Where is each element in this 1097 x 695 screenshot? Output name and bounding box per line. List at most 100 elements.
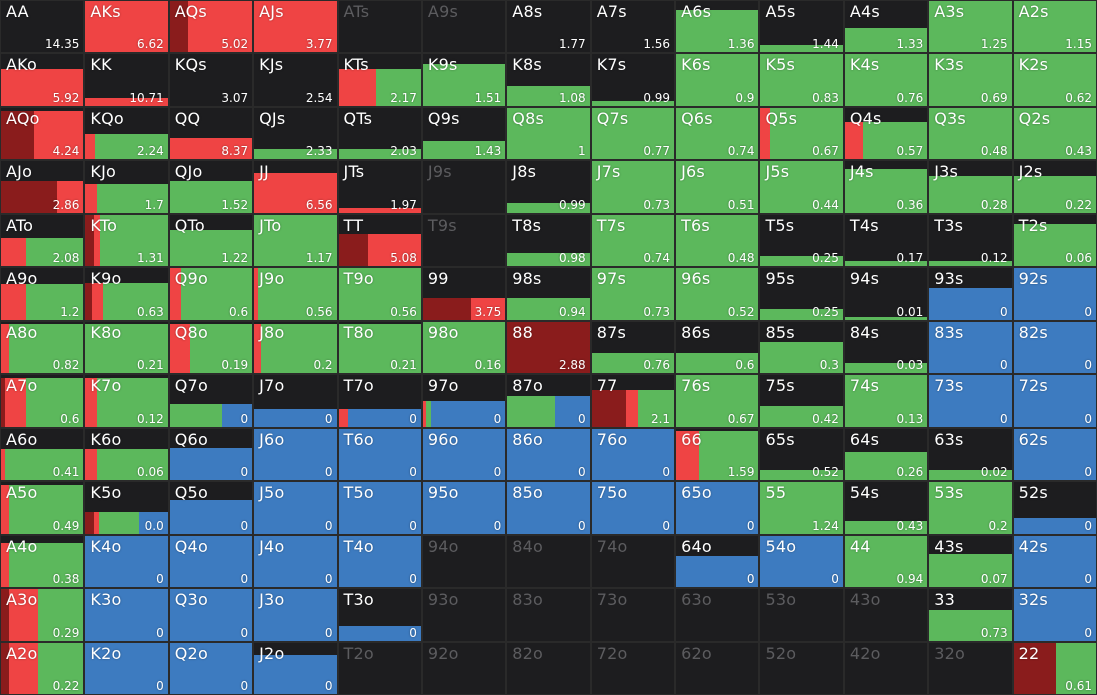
hand-cell[interactable]: J4o 0 bbox=[254, 535, 337, 588]
hand-cell[interactable]: AJs 3.77 bbox=[254, 1, 337, 53]
hand-cell[interactable]: 97o 0 bbox=[422, 375, 506, 427]
hand-cell[interactable]: AA 14.35 bbox=[1, 1, 84, 53]
hand-cell[interactable]: 85o 0 bbox=[507, 482, 590, 534]
hand-cell[interactable]: 62o bbox=[676, 642, 759, 694]
hand-cell[interactable]: AJo 2.86 bbox=[1, 161, 84, 213]
hand-cell[interactable]: A9s bbox=[422, 1, 506, 53]
hand-cell[interactable]: T6o 0 bbox=[338, 428, 421, 481]
hand-cell[interactable]: JTo 1.17 bbox=[254, 214, 337, 267]
hand-cell[interactable]: A7o 0.6 bbox=[1, 375, 84, 427]
hand-cell[interactable]: A8s 1.77 bbox=[507, 1, 590, 53]
hand-cell[interactable]: 92s 0 bbox=[1013, 268, 1096, 320]
hand-cell[interactable]: T7o 0 bbox=[338, 375, 421, 427]
hand-cell[interactable]: 44 0.94 bbox=[844, 535, 928, 588]
hand-cell[interactable]: 85s 0.3 bbox=[760, 321, 843, 374]
hand-cell[interactable]: KQs 3.07 bbox=[169, 54, 253, 106]
hand-cell[interactable]: T8o 0.21 bbox=[338, 321, 421, 374]
hand-cell[interactable]: Q7o 0 bbox=[169, 375, 253, 427]
hand-cell[interactable]: T9s bbox=[422, 214, 506, 267]
hand-cell[interactable]: K9o 0.63 bbox=[85, 268, 168, 320]
hand-cell[interactable]: 54o 0 bbox=[760, 535, 843, 588]
hand-cell[interactable]: J2s 0.22 bbox=[1013, 161, 1096, 213]
hand-cell[interactable]: Q6s 0.74 bbox=[676, 107, 759, 160]
hand-cell[interactable]: Q5s 0.67 bbox=[760, 107, 843, 160]
hand-cell[interactable]: A4o 0.38 bbox=[1, 535, 84, 588]
hand-cell[interactable]: KTs 2.17 bbox=[338, 54, 421, 106]
hand-cell[interactable]: 86s 0.6 bbox=[676, 321, 759, 374]
hand-cell[interactable]: K7s 0.99 bbox=[591, 54, 675, 106]
hand-cell[interactable]: 33 0.73 bbox=[929, 589, 1012, 641]
hand-cell[interactable]: 22 0.61 bbox=[1013, 642, 1096, 694]
hand-cell[interactable]: 62s 0 bbox=[1013, 428, 1096, 481]
hand-cell[interactable]: 94o bbox=[422, 535, 506, 588]
hand-cell[interactable]: AKs 6.62 bbox=[85, 1, 168, 53]
hand-cell[interactable]: 66 1.59 bbox=[676, 428, 759, 481]
hand-cell[interactable]: Q2s 0.43 bbox=[1013, 107, 1096, 160]
hand-cell[interactable]: A3s 1.25 bbox=[929, 1, 1012, 53]
hand-cell[interactable]: 64o 0 bbox=[676, 535, 759, 588]
hand-cell[interactable]: QQ 8.37 bbox=[169, 107, 253, 160]
hand-cell[interactable]: K2s 0.62 bbox=[1013, 54, 1096, 106]
hand-cell[interactable]: K2o 0 bbox=[85, 642, 168, 694]
hand-cell[interactable]: 93s 0 bbox=[929, 268, 1012, 320]
hand-cell[interactable]: T4s 0.17 bbox=[844, 214, 928, 267]
hand-cell[interactable]: J8s 0.99 bbox=[507, 161, 590, 213]
hand-cell[interactable]: 76o 0 bbox=[591, 428, 675, 481]
hand-cell[interactable]: KTo 1.31 bbox=[85, 214, 168, 267]
hand-cell[interactable]: Q4o 0 bbox=[169, 535, 253, 588]
hand-cell[interactable]: K7o 0.12 bbox=[85, 375, 168, 427]
hand-cell[interactable]: Q5o 0 bbox=[169, 482, 253, 534]
hand-cell[interactable]: 84o bbox=[507, 535, 590, 588]
hand-cell[interactable]: KJs 2.54 bbox=[254, 54, 337, 106]
hand-cell[interactable]: 93o bbox=[422, 589, 506, 641]
hand-cell[interactable]: 73s 0 bbox=[929, 375, 1012, 427]
hand-cell[interactable]: 54s 0.43 bbox=[844, 482, 928, 534]
hand-cell[interactable]: 98s 0.94 bbox=[507, 268, 590, 320]
hand-cell[interactable]: QTs 2.03 bbox=[338, 107, 421, 160]
hand-cell[interactable]: 82s 0 bbox=[1013, 321, 1096, 374]
hand-cell[interactable]: T5o 0 bbox=[338, 482, 421, 534]
hand-cell[interactable]: J5o 0 bbox=[254, 482, 337, 534]
hand-cell[interactable]: J6o 0 bbox=[254, 428, 337, 481]
hand-cell[interactable]: 32o bbox=[929, 642, 1012, 694]
hand-cell[interactable]: J3o 0 bbox=[254, 589, 337, 641]
hand-cell[interactable]: 94s 0.01 bbox=[844, 268, 928, 320]
hand-cell[interactable]: J9s bbox=[422, 161, 506, 213]
hand-cell[interactable]: 83o bbox=[507, 589, 590, 641]
hand-cell[interactable]: 53o bbox=[760, 589, 843, 641]
hand-cell[interactable]: 42o bbox=[844, 642, 928, 694]
hand-cell[interactable]: K6s 0.9 bbox=[676, 54, 759, 106]
hand-cell[interactable]: 75o 0 bbox=[591, 482, 675, 534]
hand-cell[interactable]: 65o 0 bbox=[676, 482, 759, 534]
hand-cell[interactable]: T8s 0.98 bbox=[507, 214, 590, 267]
hand-cell[interactable]: JJ 6.56 bbox=[254, 161, 337, 213]
hand-cell[interactable]: 99 3.75 bbox=[422, 268, 506, 320]
hand-cell[interactable]: JTs 1.97 bbox=[338, 161, 421, 213]
hand-cell[interactable]: J8o 0.2 bbox=[254, 321, 337, 374]
hand-cell[interactable]: T4o 0 bbox=[338, 535, 421, 588]
hand-cell[interactable]: 72s 0 bbox=[1013, 375, 1096, 427]
hand-cell[interactable]: 74s 0.13 bbox=[844, 375, 928, 427]
hand-cell[interactable]: 76s 0.67 bbox=[676, 375, 759, 427]
hand-cell[interactable]: K4s 0.76 bbox=[844, 54, 928, 106]
hand-cell[interactable]: 52s 0 bbox=[1013, 482, 1096, 534]
hand-cell[interactable]: QTo 1.22 bbox=[169, 214, 253, 267]
hand-cell[interactable]: Q4s 0.57 bbox=[844, 107, 928, 160]
hand-cell[interactable]: AQo 4.24 bbox=[1, 107, 84, 160]
hand-cell[interactable]: Q9o 0.6 bbox=[169, 268, 253, 320]
hand-cell[interactable]: A7s 1.56 bbox=[591, 1, 675, 53]
hand-cell[interactable]: KQo 2.24 bbox=[85, 107, 168, 160]
hand-cell[interactable]: 83s 0 bbox=[929, 321, 1012, 374]
hand-cell[interactable]: 53s 0.2 bbox=[929, 482, 1012, 534]
hand-cell[interactable]: Q9s 1.43 bbox=[422, 107, 506, 160]
hand-cell[interactable]: Q8s 1 bbox=[507, 107, 590, 160]
hand-cell[interactable]: A5s 1.44 bbox=[760, 1, 843, 53]
hand-cell[interactable]: K8o 0.21 bbox=[85, 321, 168, 374]
hand-cell[interactable]: T2o bbox=[338, 642, 421, 694]
hand-cell[interactable]: K3s 0.69 bbox=[929, 54, 1012, 106]
hand-cell[interactable]: A9o 1.2 bbox=[1, 268, 84, 320]
hand-cell[interactable]: 82o bbox=[507, 642, 590, 694]
hand-cell[interactable]: A4s 1.33 bbox=[844, 1, 928, 53]
hand-cell[interactable]: 64s 0.26 bbox=[844, 428, 928, 481]
hand-cell[interactable]: A6s 1.36 bbox=[676, 1, 759, 53]
